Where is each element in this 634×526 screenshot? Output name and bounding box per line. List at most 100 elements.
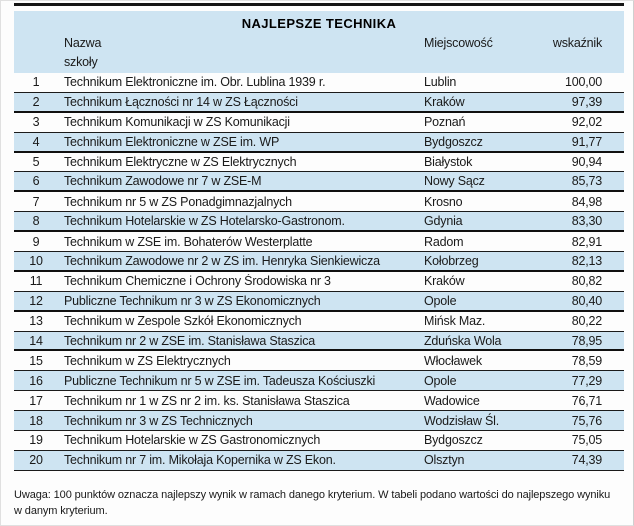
city-cell: Mińsk Maz. xyxy=(424,314,486,329)
rank-cell: 1 xyxy=(32,75,40,90)
school-name-cell: Publiczne Technikum nr 3 w ZS Ekonomiczn… xyxy=(64,293,321,308)
rank-cell: 13 xyxy=(29,314,43,329)
city-cell: Radom xyxy=(424,234,464,249)
city-cell: Krosno xyxy=(424,194,463,209)
score-cell: 74,39 xyxy=(571,453,602,468)
table-row: 14 Technikum nr 2 w ZSE im. Stanisława S… xyxy=(14,331,624,352)
table-row: 19 Technikum Hotelarskie w ZS Gastronomi… xyxy=(14,431,624,451)
table-row: 9 Technikum w ZSE im. Bohaterów Westerpl… xyxy=(14,232,624,253)
city-cell: Gdynia xyxy=(424,214,463,229)
score-cell: 90,94 xyxy=(571,155,602,169)
city-cell: Kołobrzeg xyxy=(424,253,479,268)
rank-cell: 19 xyxy=(29,433,43,448)
column-header-score: wskaźnik xyxy=(552,36,602,50)
score-cell: 80,40 xyxy=(571,293,602,308)
city-cell: Bydgoszcz xyxy=(424,433,483,448)
table-row: 6 Technikum Zawodowe nr 7 w ZSE-M Nowy S… xyxy=(14,172,624,193)
table-row: 3 Technikum Komunikacji w ZS Komunikacji… xyxy=(14,112,624,133)
rank-cell: 18 xyxy=(29,413,43,428)
top-rule xyxy=(14,3,624,6)
school-name-cell: Technikum Hotelarskie w ZS Gastronomiczn… xyxy=(64,433,321,448)
score-cell: 75,05 xyxy=(571,433,602,448)
city-cell: Bydgoszcz xyxy=(424,134,483,149)
score-cell: 97,39 xyxy=(571,94,602,109)
score-cell: 75,76 xyxy=(571,413,602,428)
city-cell: Olsztyn xyxy=(424,453,465,468)
rank-cell: 14 xyxy=(29,333,43,348)
score-cell: 76,71 xyxy=(571,393,602,408)
rank-cell: 2 xyxy=(32,94,40,109)
score-cell: 77,29 xyxy=(571,373,602,388)
table-row: 17 Technikum nr 1 w ZS nr 2 im. ks. Stan… xyxy=(14,391,624,412)
city-cell: Zduńska Wola xyxy=(424,333,502,348)
school-name-cell: Technikum w Zespole Szkół Ekonomicznych xyxy=(64,314,302,329)
score-cell: 78,95 xyxy=(571,333,602,348)
score-cell: 80,82 xyxy=(571,274,602,289)
table-row: 20 Technikum nr 7 im. Mikołaja Kopernika… xyxy=(14,450,624,471)
city-cell: Kraków xyxy=(424,94,465,109)
city-cell: Poznań xyxy=(424,115,466,130)
table-body: 1 Technikum Elektroniczne im. Obr. Lubli… xyxy=(14,73,624,471)
school-name-cell: Technikum Zawodowe nr 7 w ZSE-M xyxy=(64,174,262,189)
rank-cell: 20 xyxy=(29,453,43,468)
school-name-cell: Technikum Zawodowe nr 2 w ZS im. Henryka… xyxy=(64,253,380,268)
table-row: 15 Technikum w ZS Elektrycznych Włocławe… xyxy=(14,351,624,372)
column-header-school-name: Nazwa szkoły xyxy=(58,34,424,72)
table-row: 18 Technikum nr 3 w ZS Technicznych Wodz… xyxy=(14,411,624,432)
table-header-band: NAJLEPSZE TECHNIKA Nazwa szkoły Miejscow… xyxy=(14,11,624,73)
rank-cell: 6 xyxy=(32,174,40,189)
score-cell: 84,98 xyxy=(571,194,602,209)
city-cell: Białystok xyxy=(424,155,473,169)
city-cell: Opole xyxy=(424,293,457,308)
city-cell: Nowy Sącz xyxy=(424,174,485,189)
school-name-cell: Technikum nr 1 w ZS nr 2 im. ks. Stanisł… xyxy=(64,393,350,408)
school-name-cell: Technikum nr 2 w ZSE im. Stanisława Stas… xyxy=(64,333,316,348)
school-name-cell: Technikum nr 5 w ZS Ponadgimnazjalnych xyxy=(64,194,292,209)
school-name-cell: Technikum Elektryczne w ZS Elektrycznych xyxy=(64,155,297,169)
table-row: 7 Technikum nr 5 w ZS Ponadgimnazjalnych… xyxy=(14,192,624,213)
table-row: 11 Technikum Chemiczne i Ochrony Środowi… xyxy=(14,271,624,292)
rank-cell: 15 xyxy=(29,353,43,368)
score-cell: 82,13 xyxy=(571,253,602,268)
table-row: 1 Technikum Elektroniczne im. Obr. Lubli… xyxy=(14,73,624,93)
school-name-cell: Technikum w ZS Elektrycznych xyxy=(64,353,231,368)
score-cell: 85,73 xyxy=(571,174,602,189)
score-cell: 92,02 xyxy=(571,115,602,130)
school-name-cell: Technikum w ZSE im. Bohaterów Westerplat… xyxy=(64,234,313,249)
score-cell: 91,77 xyxy=(571,134,602,149)
table-row: 4 Technikum Elektroniczne w ZSE im. WP B… xyxy=(14,132,624,153)
column-header-name-line2: szkoły xyxy=(64,55,98,69)
school-name-cell: Technikum nr 7 im. Mikołaja Kopernika w … xyxy=(64,453,336,468)
score-cell: 82,91 xyxy=(571,234,602,249)
score-cell: 78,59 xyxy=(571,353,602,368)
rank-cell: 17 xyxy=(29,393,43,408)
column-header-city: Miejscowość xyxy=(424,36,493,50)
school-name-cell: Technikum Łączności nr 14 w ZS Łączności xyxy=(64,94,298,109)
score-cell: 100,00 xyxy=(564,75,602,90)
school-name-cell: Technikum nr 3 w ZS Technicznych xyxy=(64,413,253,428)
column-header-name-line1: Nazwa xyxy=(64,36,102,50)
table-row: 12 Publiczne Technikum nr 3 w ZS Ekonomi… xyxy=(14,291,624,312)
rank-cell: 11 xyxy=(29,274,43,289)
table-title: NAJLEPSZE TECHNIKA xyxy=(241,16,397,31)
table-row: 13 Technikum w Zespole Szkół Ekonomiczny… xyxy=(14,311,624,332)
rank-cell: 10 xyxy=(29,253,43,268)
city-cell: Włocławek xyxy=(424,353,482,368)
school-name-cell: Technikum Hotelarskie w ZS Hotelarsko-Ga… xyxy=(64,214,345,229)
rank-cell: 16 xyxy=(29,373,43,388)
rank-cell: 7 xyxy=(32,194,40,209)
column-headers-row: Nazwa szkoły Miejscowość wskaźnik xyxy=(14,34,624,72)
city-cell: Wadowice xyxy=(424,393,480,408)
rank-cell: 9 xyxy=(32,234,40,249)
column-header-rank-spacer xyxy=(14,34,58,72)
city-cell: Wodzisław Śl. xyxy=(424,413,499,428)
school-name-cell: Publiczne Technikum nr 5 w ZSE im. Tadeu… xyxy=(64,373,376,388)
city-cell: Lublin xyxy=(424,75,457,90)
table-row: 16 Publiczne Technikum nr 5 w ZSE im. Ta… xyxy=(14,371,624,392)
school-name-cell: Technikum Komunikacji w ZS Komunikacji xyxy=(64,115,290,130)
rank-cell: 8 xyxy=(32,214,40,229)
rank-cell: 4 xyxy=(32,134,40,149)
score-cell: 80,22 xyxy=(571,314,602,329)
table-row: 5 Technikum Elektryczne w ZS Elektryczny… xyxy=(14,152,624,173)
